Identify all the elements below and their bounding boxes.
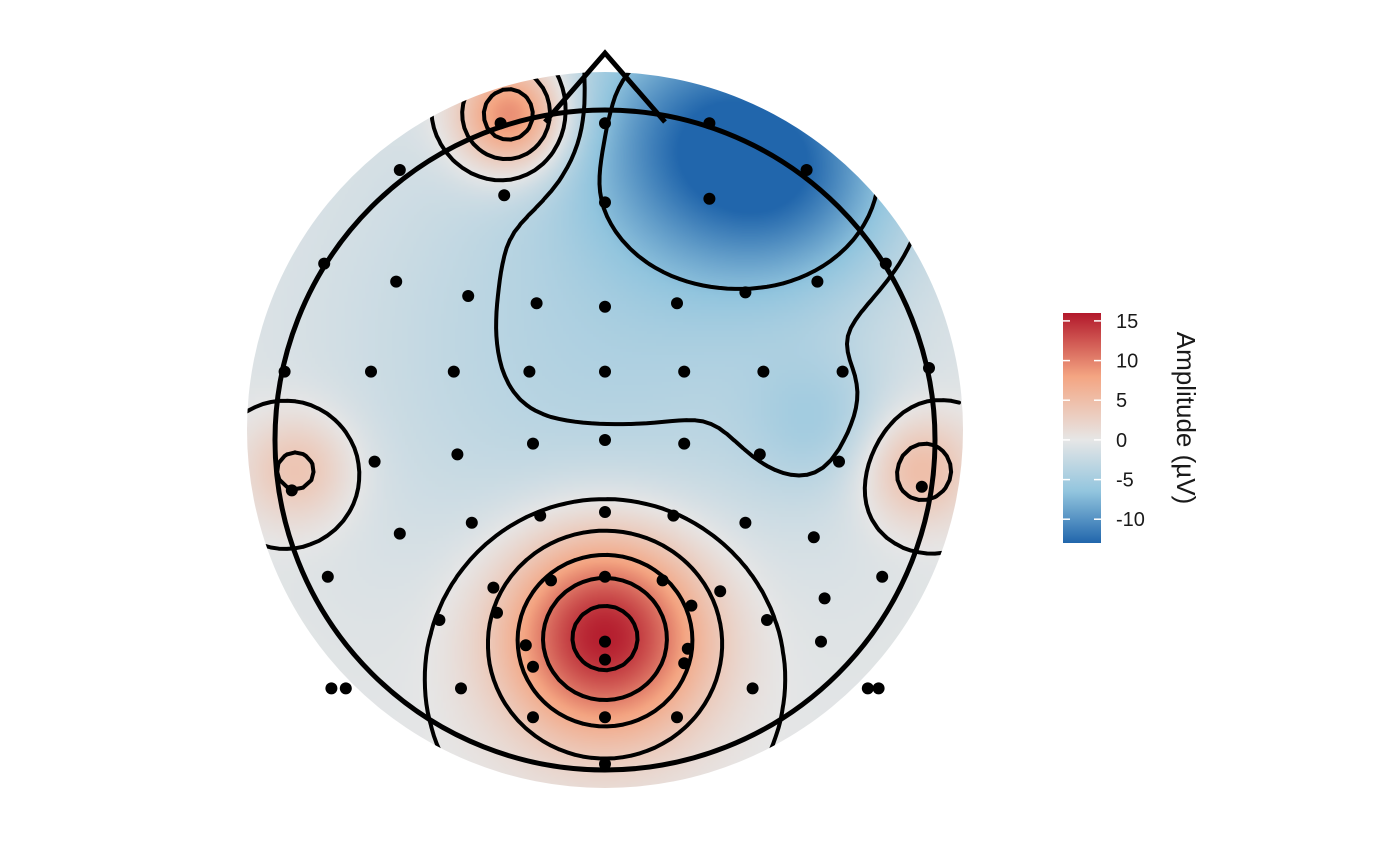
- colorbar-tick-label: 10: [1116, 351, 1138, 373]
- electrode-dot: [818, 592, 831, 605]
- colorbar-tick-label: 15: [1116, 311, 1138, 333]
- electrode-dot: [321, 570, 334, 583]
- electrode-dot: [599, 300, 611, 313]
- electrode-dot: [491, 606, 503, 619]
- electrode-dot: [462, 290, 475, 302]
- scalp-heatmap: [247, 72, 963, 788]
- electrode-dot: [800, 164, 813, 176]
- electrode-dot: [527, 711, 539, 724]
- electrode-dot: [739, 286, 752, 299]
- electrode-dot: [746, 682, 759, 695]
- electrode-dot: [703, 192, 716, 205]
- colorbar: 15 10 5 0 -5 -10 Amplitude (µV): [1063, 311, 1201, 543]
- electrode-dot: [451, 448, 464, 461]
- electrode-markers: [278, 117, 935, 770]
- electrode-dot: [498, 189, 511, 202]
- electrode-dot: [599, 365, 611, 378]
- electrode-dot: [876, 570, 889, 583]
- electrode-dot: [534, 509, 547, 522]
- colorbar-ticks: 15 10 5 0 -5 -10: [1063, 311, 1145, 531]
- electrode-dot: [599, 570, 611, 583]
- electrode-dot: [667, 509, 680, 522]
- electrode-dot: [325, 682, 338, 695]
- electrode-dot: [678, 437, 691, 450]
- electrode-dot: [685, 599, 698, 612]
- electrode-dot: [599, 117, 611, 130]
- electrode-dot: [519, 639, 532, 652]
- electrode-dot: [527, 660, 539, 673]
- electrode-dot: [678, 365, 691, 378]
- electrode-dot: [447, 365, 460, 378]
- electrode-dot: [923, 362, 935, 374]
- colorbar-title: Amplitude (µV): [1171, 332, 1201, 504]
- electrode-dot: [339, 682, 352, 695]
- electrode-dot: [433, 614, 446, 626]
- electrode-dot: [599, 635, 611, 648]
- colorbar-tick-label: 5: [1116, 390, 1127, 412]
- electrode-dot: [390, 275, 403, 288]
- electrode-dot: [527, 437, 539, 450]
- electrode-dot: [833, 455, 845, 468]
- electrode-dot: [368, 455, 381, 468]
- electrode-dot: [872, 682, 885, 695]
- colorbar-gradient: [1063, 313, 1101, 543]
- electrode-dot: [599, 758, 611, 770]
- electrode-dot: [393, 527, 406, 540]
- electrode-dot: [836, 365, 849, 378]
- electrode-dot: [545, 574, 557, 587]
- nose-outline: [543, 49, 667, 124]
- colorbar-tick-label: -10: [1116, 509, 1145, 531]
- electrode-dot: [678, 657, 691, 670]
- electrode-dot: [599, 434, 611, 446]
- electrode-dot: [761, 614, 773, 626]
- contour-line: [570, 604, 640, 673]
- electrode-dot: [393, 164, 406, 176]
- electrode-dot: [599, 711, 611, 724]
- electrode-dot: [487, 581, 500, 594]
- electrode-dot: [465, 516, 478, 529]
- electrode-dot: [285, 484, 298, 497]
- electrode-dot: [455, 682, 467, 695]
- electrode-dot: [681, 642, 694, 655]
- electrode-dot: [815, 635, 827, 648]
- electrode-dot: [757, 365, 770, 378]
- electrode-dot: [671, 297, 683, 310]
- electrode-dot: [861, 682, 874, 695]
- electrode-dot: [656, 574, 669, 587]
- electrode-dot: [599, 653, 611, 666]
- electrode-dot: [494, 117, 507, 130]
- colorbar-tick-label: 0: [1116, 430, 1127, 452]
- electrode-dot: [811, 275, 824, 288]
- electrode-dot: [739, 516, 752, 529]
- contour-line: [541, 576, 669, 702]
- electrode-dot: [599, 506, 611, 518]
- heatmap-image: [247, 72, 963, 788]
- electrode-dot: [278, 365, 291, 378]
- electrode-dot: [365, 365, 377, 378]
- electrode-dot: [318, 257, 331, 270]
- electrode-dot: [523, 365, 536, 378]
- electrode-dot: [599, 196, 611, 209]
- colorbar-tick-label: -5: [1116, 470, 1134, 492]
- electrode-dot: [879, 257, 892, 270]
- electrode-dot: [671, 711, 683, 724]
- electrode-dot: [915, 480, 928, 493]
- electrode-dot: [703, 117, 716, 130]
- electrode-dot: [753, 448, 766, 461]
- electrode-dot: [714, 585, 727, 598]
- electrode-dot: [530, 297, 543, 310]
- electrode-dot: [807, 531, 820, 544]
